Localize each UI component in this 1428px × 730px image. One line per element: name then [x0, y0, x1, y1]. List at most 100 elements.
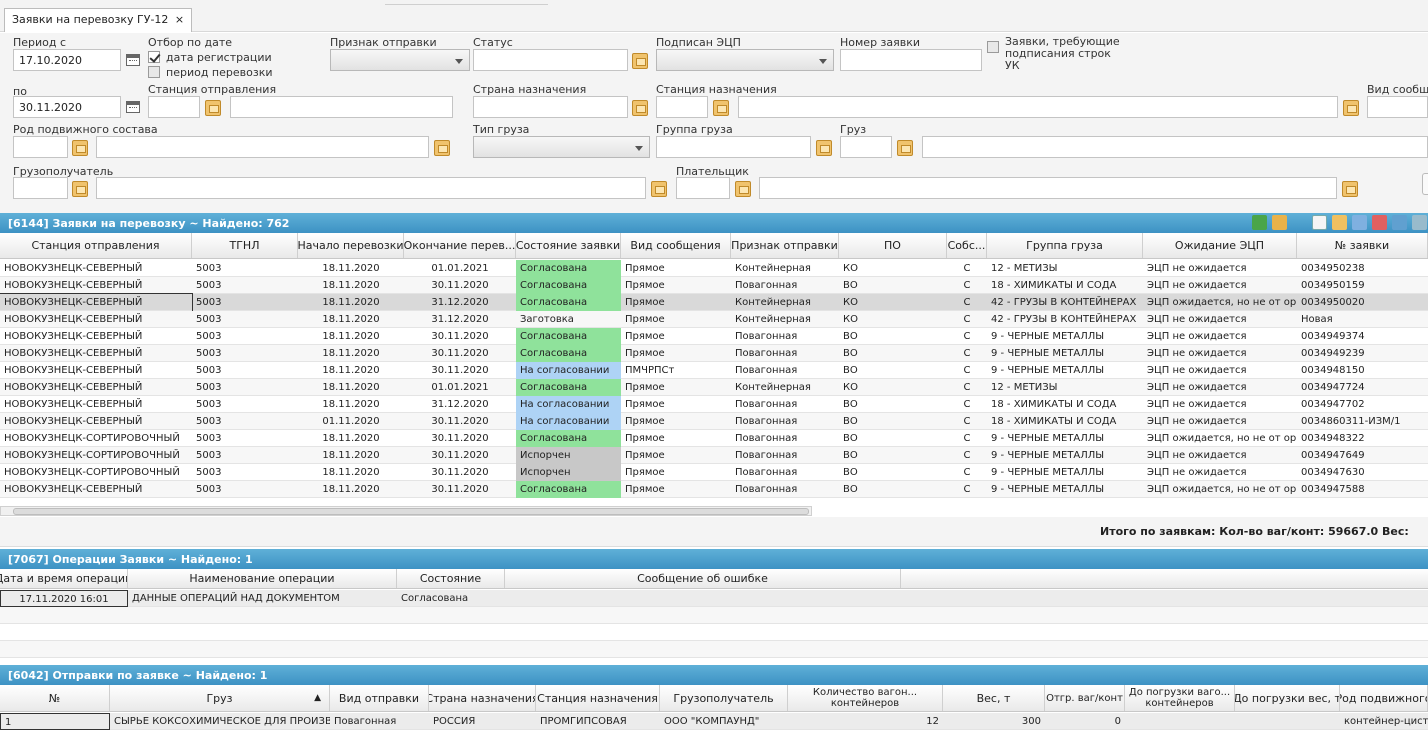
cargo-group-input[interactable] [656, 136, 811, 158]
column-header[interactable]: До погрузки вес, т [1235, 685, 1340, 711]
consignee-code-input[interactable] [13, 177, 68, 199]
column-header[interactable]: Дата и время операции [0, 569, 128, 588]
rolling-stock-name-input[interactable] [96, 136, 429, 158]
edit-icon[interactable] [1272, 215, 1287, 230]
transport-period-checkbox[interactable] [148, 66, 160, 78]
column-header[interactable]: Сообщение об ошибке [505, 569, 901, 588]
column-header[interactable]: Наименование операции [128, 569, 397, 588]
folder-icon[interactable] [816, 140, 832, 156]
column-header[interactable]: Вид отправки [330, 685, 429, 711]
folder-icon[interactable] [713, 100, 729, 116]
column-header[interactable]: Вид сообщения [621, 233, 731, 258]
table-row[interactable]: 1 СЫРЬЕ КОКСОХИМИЧЕСКОЕ ДЛЯ ПРОИЗВ... Пова… [0, 713, 1428, 730]
column-header[interactable]: Состояние [397, 569, 505, 588]
column-header[interactable]: Груз ▲ [110, 685, 330, 711]
folder-icon[interactable] [1343, 100, 1359, 116]
folder-icon[interactable] [72, 181, 88, 197]
column-header[interactable]: Страна назначения [429, 685, 536, 711]
column-header[interactable]: № заявки [1297, 233, 1428, 258]
column-header[interactable]: Количество вагон... контейнеров [788, 685, 943, 711]
msg-type-label: Вид сообщен [1367, 83, 1428, 96]
column-header[interactable]: До погрузки ваго... контейнеров [1125, 685, 1235, 711]
filter-clear-icon[interactable] [1352, 215, 1367, 230]
column-header[interactable]: Окончание перев... [404, 233, 516, 258]
folder-icon[interactable] [632, 100, 648, 116]
chart-icon[interactable] [1372, 215, 1387, 230]
column-header[interactable]: Группа груза [987, 233, 1143, 258]
folder-icon[interactable] [1342, 181, 1358, 197]
column-header[interactable]: ТГНЛ [192, 233, 298, 258]
dest-station-name-input[interactable] [738, 96, 1338, 118]
table-row[interactable]: 17.11.2020 16:01 ДАННЫЕ ОПЕРАЦИЙ НАД ДОКУ… [0, 590, 1428, 607]
filter-icon[interactable] [1312, 215, 1327, 230]
table-row[interactable]: НОВОКУЗНЕЦК-СЕВЕРНЫЙ 5003 18.11.2020 30.11.… [0, 362, 1428, 379]
column-header[interactable]: Станция назначения [536, 685, 660, 711]
column-header[interactable]: Грузополучатель [660, 685, 788, 711]
table-row[interactable]: НОВОКУЗНЕЦК-СЕВЕРНЫЙ 5003 01.11.2020 30.11.… [0, 413, 1428, 430]
table-row[interactable]: НОВОКУЗНЕЦК-СЕВЕРНЫЙ 5003 18.11.2020 31.12.… [0, 396, 1428, 413]
table-row[interactable]: НОВОКУЗНЕЦК-СОРТИРОВОЧНЫЙ 5003 18.11.2020 3… [0, 464, 1428, 481]
status-input[interactable] [473, 49, 628, 71]
column-header[interactable]: Станция отправления [0, 233, 192, 258]
consignee-name-input[interactable] [96, 177, 646, 199]
payer-code-input[interactable] [676, 177, 730, 199]
column-header[interactable]: Ожидание ЭЦП [1143, 233, 1297, 258]
period-from-input[interactable]: 17.10.2020 [13, 49, 121, 71]
folder-icon[interactable] [735, 181, 751, 197]
main-grid-title: [6144] Заявки на перевозку ~ Найдено: 76… [8, 217, 290, 230]
uk-sign-checkbox[interactable] [987, 41, 999, 53]
send-sign-select[interactable] [330, 49, 470, 71]
cargo-code-input[interactable] [840, 136, 892, 158]
add-icon[interactable] [1252, 215, 1267, 230]
tab-requests[interactable]: Заявки на перевозку ГУ-12 × [4, 8, 193, 32]
settings-icon[interactable] [1412, 215, 1427, 230]
table-row[interactable]: НОВОКУЗНЕЦК-СОРТИРОВОЧНЫЙ 5003 18.11.2020 3… [0, 447, 1428, 464]
folder-icon[interactable] [434, 140, 450, 156]
column-header[interactable]: Отгр. ваг/конт [1045, 685, 1125, 711]
folder-icon[interactable] [651, 181, 667, 197]
search-button[interactable] [1422, 173, 1428, 195]
users-icon[interactable] [1332, 215, 1347, 230]
folder-icon[interactable] [632, 53, 648, 69]
column-header[interactable]: Собс... [947, 233, 987, 258]
calendar-icon[interactable] [126, 101, 140, 113]
table-row[interactable]: НОВОКУЗНЕЦК-СЕВЕРНЫЙ 5003 18.11.2020 30.11.… [0, 328, 1428, 345]
column-header[interactable]: ПО [839, 233, 947, 258]
dest-country-input[interactable] [473, 96, 628, 118]
signed-select[interactable] [656, 49, 834, 71]
msg-type-input[interactable] [1367, 96, 1428, 118]
table-row[interactable]: НОВОКУЗНЕЦК-СЕВЕРНЫЙ 5003 18.11.2020 01.01.… [0, 260, 1428, 277]
payer-name-input[interactable] [759, 177, 1337, 199]
table-row[interactable]: НОВОКУЗНЕЦК-СОРТИРОВОЧНЫЙ 5003 18.11.2020 3… [0, 430, 1428, 447]
number-input[interactable] [840, 49, 982, 71]
export-icon[interactable] [1392, 215, 1407, 230]
table-row[interactable]: НОВОКУЗНЕЦК-СЕВЕРНЫЙ 5003 18.11.2020 01.01.… [0, 379, 1428, 396]
calendar-icon[interactable] [126, 54, 140, 66]
column-header[interactable]: Род подвижного [1340, 685, 1428, 711]
period-to-input[interactable]: 30.11.2020 [13, 96, 121, 118]
column-header[interactable]: № [0, 685, 110, 711]
folder-icon[interactable] [72, 140, 88, 156]
dep-station-name-input[interactable] [230, 96, 453, 118]
rolling-stock-code-input[interactable] [13, 136, 68, 158]
table-row[interactable]: НОВОКУЗНЕЦК-СЕВЕРНЫЙ 5003 18.11.2020 30.11.… [0, 481, 1428, 498]
table-row[interactable]: НОВОКУЗНЕЦК-СЕВЕРНЫЙ 5003 18.11.2020 30.11.… [0, 277, 1428, 294]
folder-icon[interactable] [897, 140, 913, 156]
column-header[interactable]: Начало перевозки [298, 233, 404, 258]
table-row[interactable]: НОВОКУЗНЕЦК-СЕВЕРНЫЙ 5003 18.11.2020 31.12.… [0, 311, 1428, 328]
table-row[interactable]: НОВОКУЗНЕЦК-СЕВЕРНЫЙ 5003 18.11.2020 31.12.… [0, 293, 1428, 312]
horizontal-scrollbar[interactable] [0, 506, 812, 516]
table-row[interactable]: НОВОКУЗНЕЦК-СЕВЕРНЫЙ 5003 18.11.2020 30.11.… [0, 345, 1428, 362]
close-icon[interactable]: × [174, 13, 185, 26]
reg-date-checkbox[interactable] [148, 51, 160, 63]
table-cell: ПМЧРПСт [625, 365, 675, 376]
column-header[interactable]: Вес, т [943, 685, 1045, 711]
dep-station-code-input[interactable] [148, 96, 200, 118]
scroll-thumb[interactable] [13, 508, 809, 515]
column-header[interactable]: Состояние заявки [516, 233, 621, 258]
cargo-type-select[interactable] [473, 136, 650, 158]
cargo-name-input[interactable] [922, 136, 1428, 158]
column-header[interactable]: Признак отправки [731, 233, 839, 258]
dest-station-code-input[interactable] [656, 96, 708, 118]
folder-icon[interactable] [205, 100, 221, 116]
